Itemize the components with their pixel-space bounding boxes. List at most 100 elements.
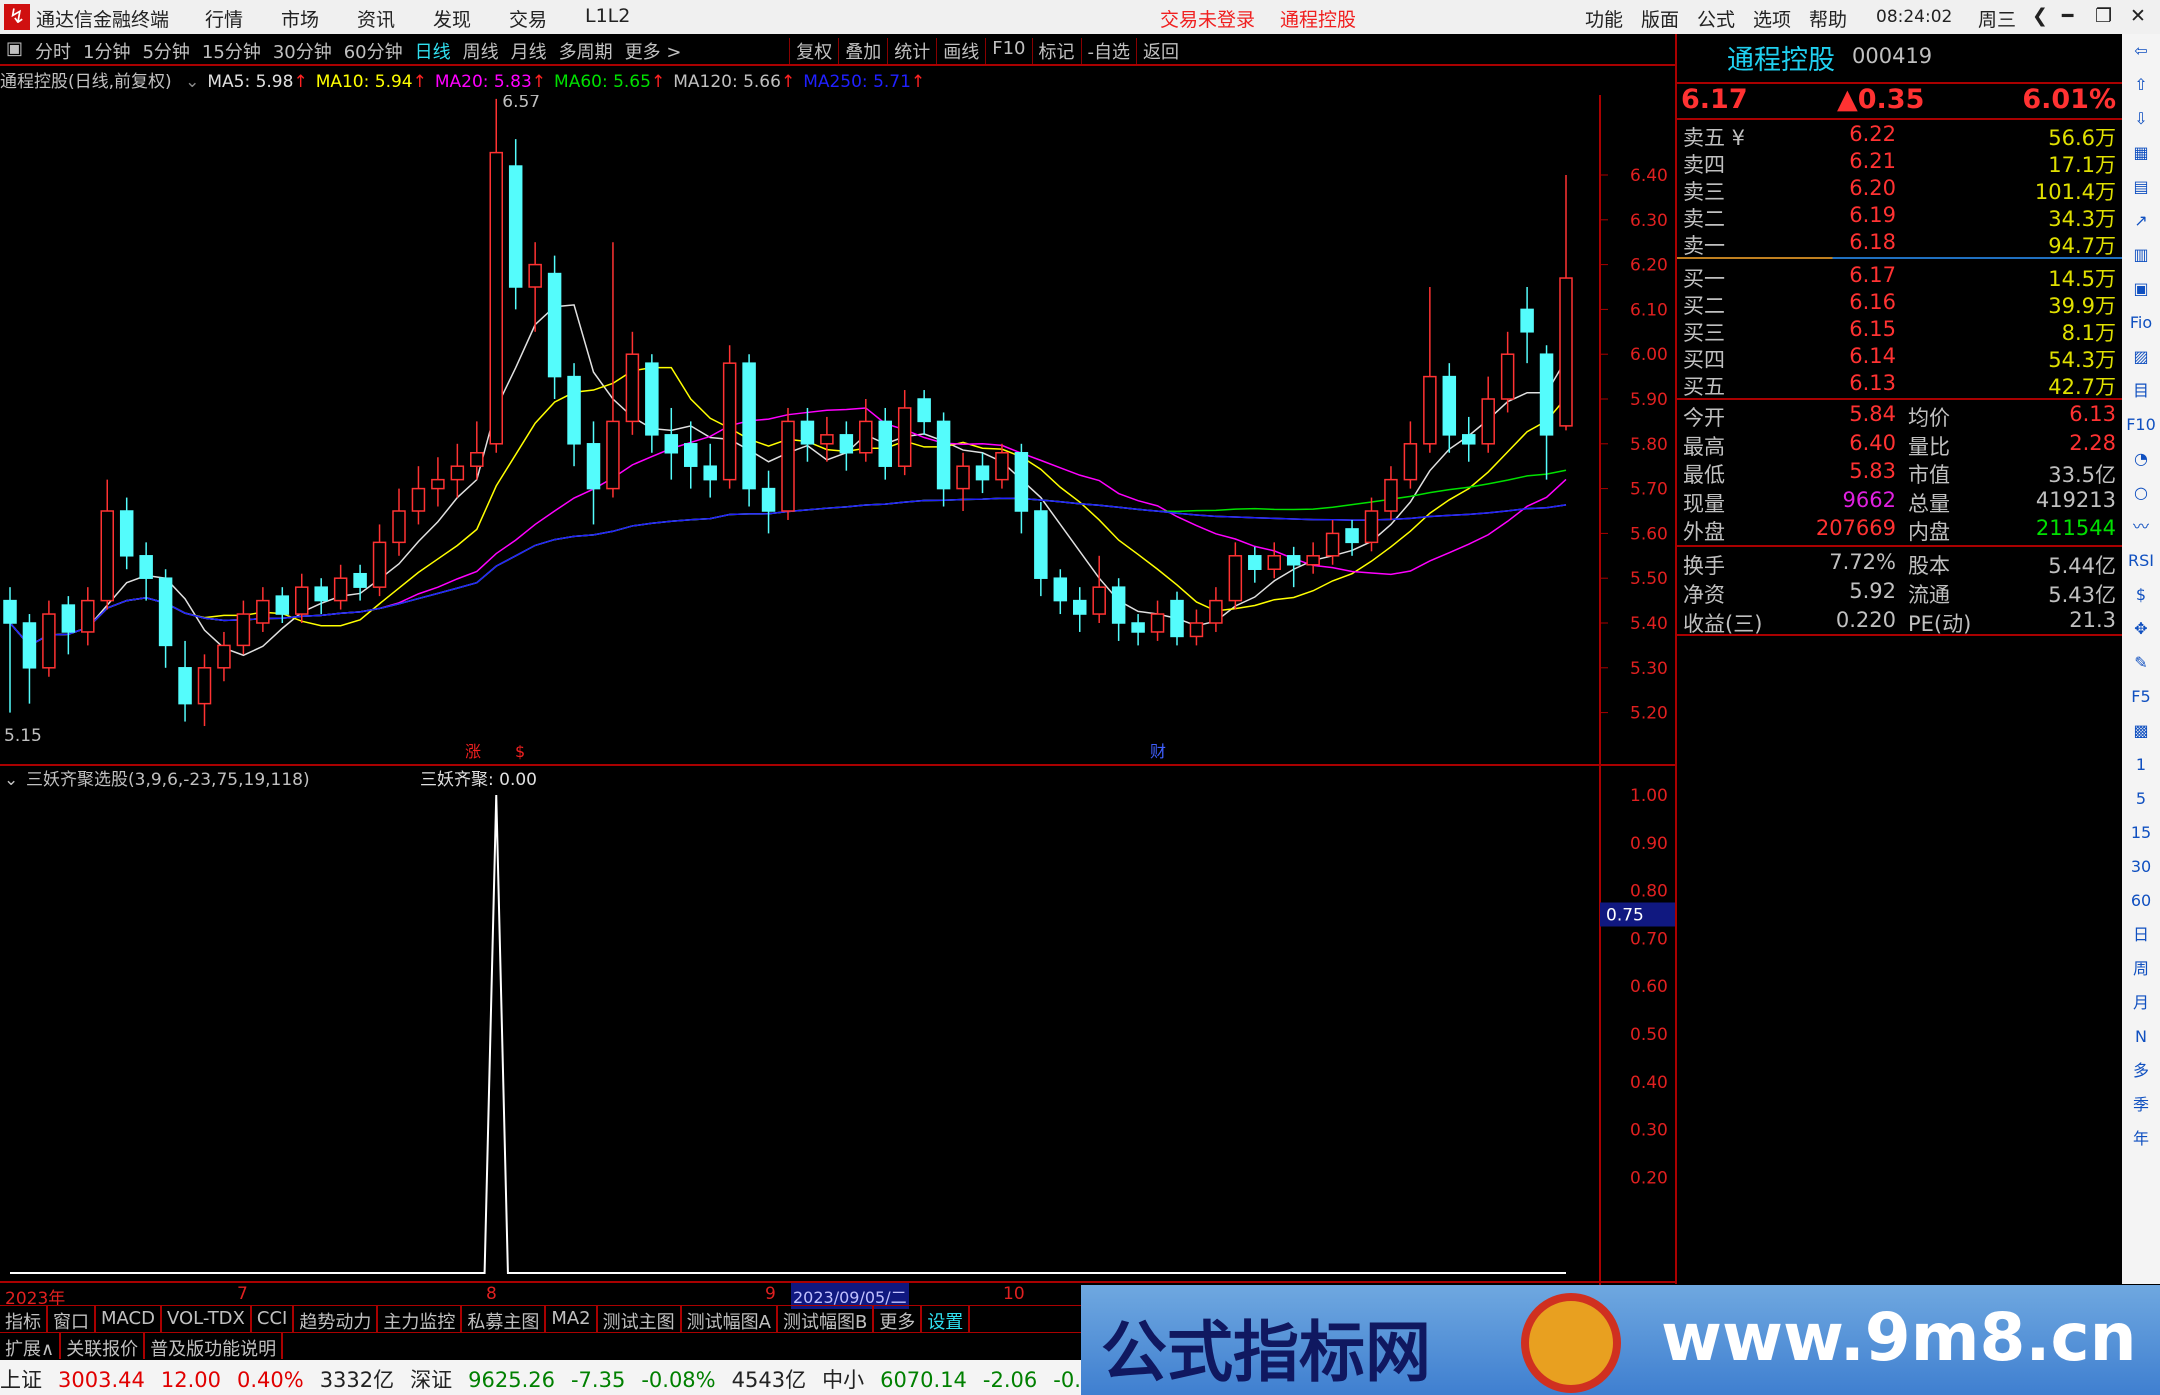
candle[interactable] [1345,528,1359,544]
indicator-tab[interactable]: 指标 [0,1306,48,1333]
period-tab[interactable]: 15分钟 [201,42,261,63]
strip-tool[interactable]: F10 [2126,415,2156,434]
candle[interactable] [256,599,270,624]
strip-tool[interactable]: $ [2135,585,2147,604]
candle[interactable] [392,510,406,544]
candle[interactable] [761,487,776,512]
toolbar-action[interactable]: 复权 [789,38,838,64]
menu-item[interactable]: 帮助 [1809,9,1848,31]
indicator-dropdown-icon[interactable]: ⌄ [4,770,18,790]
period-tab[interactable]: 30分钟 [272,42,332,63]
candle[interactable] [1053,577,1068,602]
menu-item[interactable]: 版面 [1641,9,1680,31]
strip-tool[interactable]: ▦ [2133,143,2149,162]
candle[interactable] [197,667,212,705]
candle[interactable] [411,487,426,512]
candle[interactable] [1150,613,1165,633]
candle[interactable] [1170,599,1184,638]
menu-item[interactable]: 行情 [205,9,244,31]
menu-item[interactable]: 交易 [509,9,548,31]
dropdown-icon[interactable]: ⌄ [185,72,200,92]
candle[interactable] [1481,398,1495,445]
toolbar-action[interactable]: 叠加 [838,38,887,64]
menu-item[interactable]: 公式 [1697,9,1736,31]
strip-tool[interactable]: RSI [2128,551,2154,570]
indicator-tab[interactable]: VOL-TDX [162,1306,252,1332]
indicator-tab[interactable]: 设置 [922,1306,971,1333]
candle[interactable] [1500,353,1515,400]
candle[interactable] [1034,510,1048,579]
candle[interactable] [22,622,37,669]
candle[interactable] [450,465,465,481]
panel-toggle-icon[interactable]: ▣ [6,38,24,59]
candle[interactable] [139,555,153,579]
indicator-tab[interactable]: MACD [96,1306,162,1332]
candle[interactable] [1267,555,1281,570]
candle[interactable] [547,272,562,378]
kline-chart[interactable]: 6.40 6.30 6.20 6.10 6.00 5.90 5.80 5.70 5.60 5.50… [0,95,1675,1305]
close-button[interactable]: ✕ [2130,5,2146,27]
strip-tool[interactable]: ▩ [2133,721,2149,740]
strip-tool[interactable]: ▥ [2133,245,2149,264]
candle[interactable] [1228,555,1243,602]
strip-tool[interactable]: 〰 [2132,517,2149,536]
candle[interactable] [781,420,795,512]
candle[interactable] [703,465,717,481]
strip-tool[interactable]: N [2135,1027,2147,1046]
candle[interactable] [1364,510,1379,544]
indicator-tab[interactable]: 测试幅图B [778,1306,875,1333]
candle[interactable] [61,604,76,633]
candle[interactable] [1014,452,1029,512]
candle[interactable] [1462,434,1476,445]
candle[interactable] [314,586,328,602]
candle[interactable] [897,407,912,467]
candle[interactable] [664,434,679,454]
candle[interactable] [1520,308,1534,333]
candle[interactable] [1325,532,1340,557]
candle[interactable] [489,151,503,445]
menu-item[interactable]: 发现 [433,9,472,31]
candle[interactable] [1073,599,1087,615]
strip-tool[interactable]: ◔ [2134,449,2148,468]
strip-tool[interactable]: 年 [2132,1129,2149,1148]
candle[interactable] [1092,586,1106,615]
strip-tool[interactable]: ⇩ [2134,109,2148,128]
candle[interactable] [372,541,387,588]
candle[interactable] [470,452,484,467]
strip-tool[interactable]: 30 [2130,857,2152,876]
candle[interactable] [606,420,620,490]
candle[interactable] [1111,586,1126,624]
strip-tool[interactable]: 多 [2132,1061,2149,1080]
candle[interactable] [236,613,251,647]
menu-item[interactable]: 市场 [281,9,320,31]
extra-tab[interactable]: 普及版功能说明 [145,1333,284,1360]
strip-tool[interactable]: ⇦ [2134,41,2148,60]
strip-tool[interactable]: 周 [2132,959,2149,978]
strip-tool[interactable]: 5 [2135,789,2147,808]
event-marker[interactable]: $ [515,742,525,761]
toolbar-action[interactable]: 画线 [936,38,985,64]
indicator-tab[interactable]: 私募主图 [462,1306,547,1333]
strip-tool[interactable]: ▣ [2133,279,2149,298]
login-status[interactable]: 交易未登录 [1160,9,1256,31]
strip-tool[interactable]: ↗ [2134,211,2148,230]
stock-tab[interactable]: 通程控股 [1280,9,1357,31]
strip-tool[interactable]: ▨ [2133,347,2149,366]
candle[interactable] [1306,555,1320,566]
menu-item[interactable]: L1L2 [585,5,631,27]
period-tab[interactable]: 日线 [414,42,451,63]
candle[interactable] [956,465,970,490]
toolbar-action[interactable]: F10 [985,38,1031,64]
period-tab[interactable]: 更多 > [624,42,682,63]
period-tab[interactable]: 周线 [462,42,499,63]
candle[interactable] [917,398,931,423]
indicator-tab[interactable]: 窗口 [48,1306,96,1333]
candle[interactable] [625,353,640,423]
period-tab[interactable]: 60分钟 [343,42,403,63]
candle[interactable] [158,577,173,647]
candle[interactable] [1286,555,1301,566]
candle[interactable] [1539,353,1554,436]
candle[interactable] [1209,599,1223,624]
restore-button[interactable]: ❐ [2095,5,2113,27]
candle[interactable] [1189,622,1204,638]
